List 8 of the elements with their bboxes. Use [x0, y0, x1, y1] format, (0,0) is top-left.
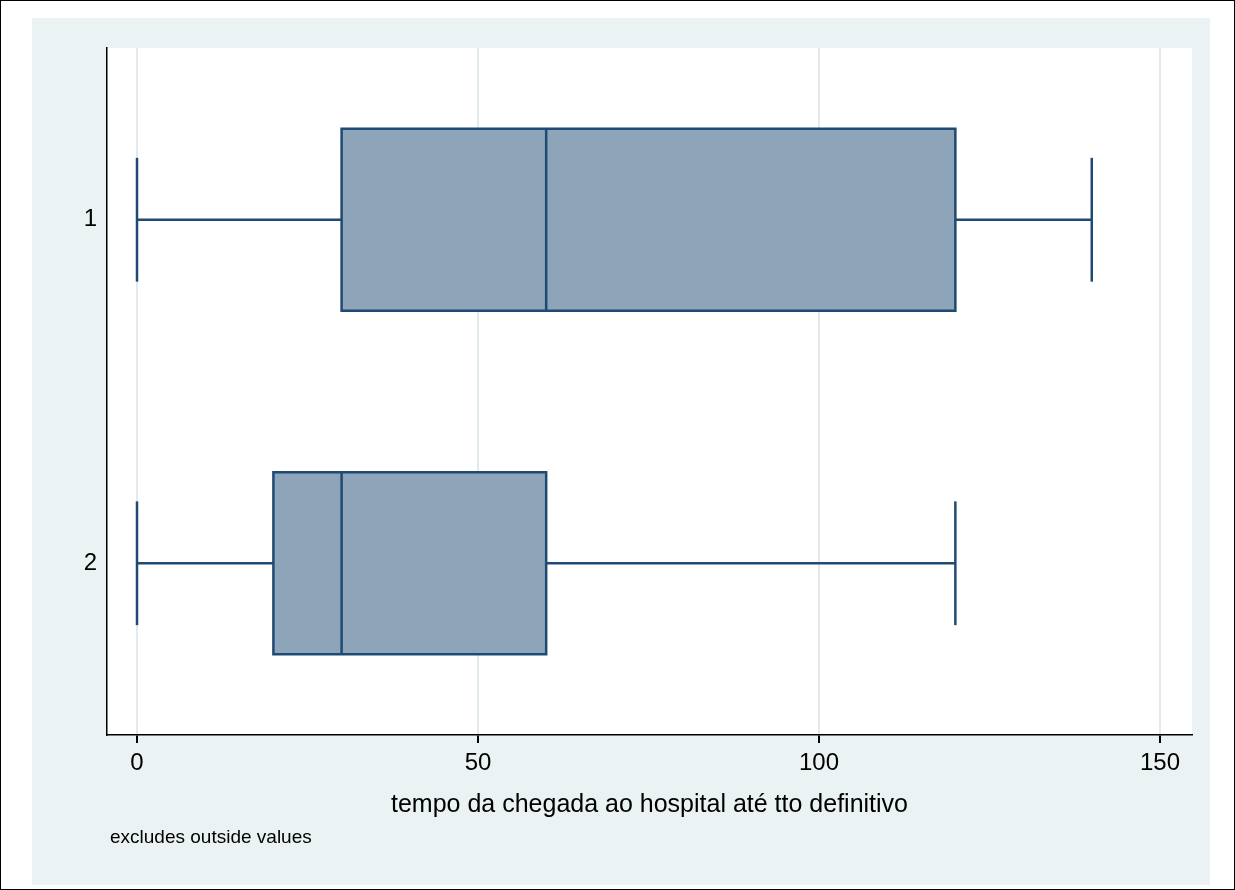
x-axis-title: tempo da chegada ao hospital até tto definitivo: [390, 788, 909, 817]
x-tick-label: 0: [130, 748, 144, 776]
y-tick-label: 1: [83, 204, 97, 232]
x-tick-label: 100: [798, 748, 839, 776]
text: excludes outside values: [110, 826, 312, 847]
x-tick-label: 50: [464, 748, 492, 776]
x-tick-label: 150: [1139, 748, 1180, 776]
y-tick-label: 2: [83, 547, 97, 575]
